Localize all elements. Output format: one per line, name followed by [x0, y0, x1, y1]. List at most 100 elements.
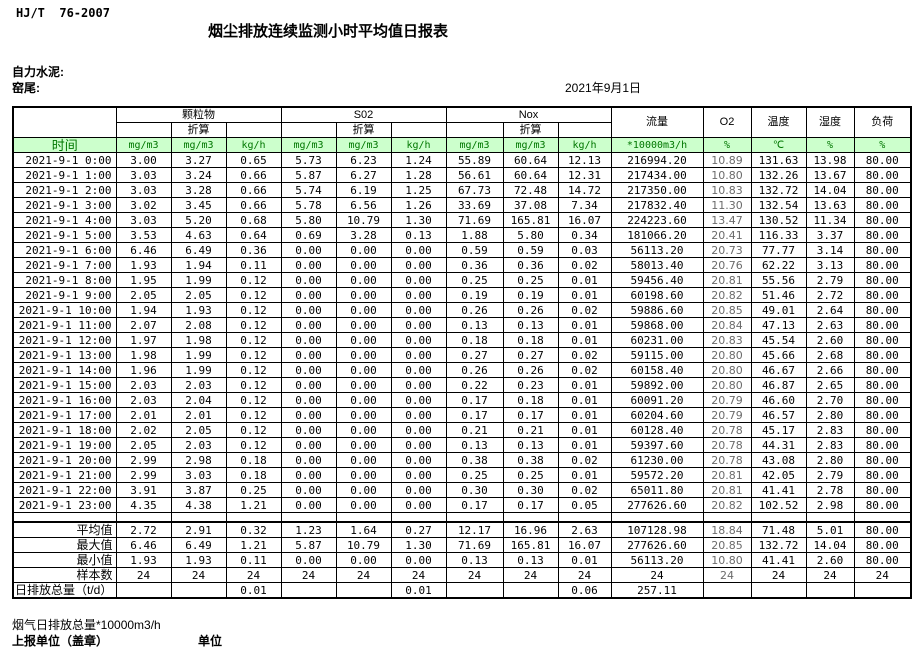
cell-value: 45.66: [750, 347, 807, 363]
header-unit: mg/m3: [445, 137, 504, 153]
summary-label: 最小值: [12, 552, 117, 568]
cell-value: 0.13: [502, 552, 559, 568]
header-unit: mg/m3: [170, 137, 227, 153]
cell-value: 20.78: [702, 422, 752, 438]
cell-value: 0.19: [445, 287, 504, 303]
cell-value: 2.72: [115, 521, 172, 538]
cell-value: 24: [170, 567, 227, 583]
cell-value: 165.81: [502, 537, 559, 553]
summary-label: 平均值: [12, 521, 117, 538]
cell-value: 0.12: [225, 422, 282, 438]
table-row: 2021-9-1 0:00 3.00 3.27 0.65 5.73 6.23 1.24 55.…: [12, 152, 912, 168]
cell-value: 80.00: [853, 347, 912, 363]
cell-value: 0.17: [502, 497, 559, 513]
cell-value: 1.26: [390, 197, 447, 213]
cell-value: 0.18: [225, 452, 282, 468]
cell-value: [750, 582, 807, 599]
cell-value: 0.00: [280, 272, 337, 288]
cell-value: 0.69: [280, 227, 337, 243]
cell-value: 1.96: [115, 362, 172, 378]
cell-value: 0.00: [335, 497, 392, 513]
cell-time: 2021-9-1 6:00: [12, 242, 117, 258]
cell-value: 13.98: [805, 152, 855, 168]
summary-row: 最小值 1.93 1.93 0.11 0.00 0.00 0.00 0.13 0.13 0.01 5…: [12, 552, 912, 568]
table-row: 2021-9-1 13:00 1.98 1.99 0.12 0.00 0.00 0.00 0.…: [12, 347, 912, 363]
cell-value: 60198.60: [610, 287, 704, 303]
cell-value: 3.03: [115, 167, 172, 183]
cell-value: 0.23: [502, 377, 559, 393]
cell-value: 80.00: [853, 242, 912, 258]
cell-value: 0.00: [280, 302, 337, 318]
cell-value: 0.00: [390, 482, 447, 498]
cell-value: 0.22: [445, 377, 504, 393]
cell-value: 10.89: [702, 152, 752, 168]
cell-value: 20.80: [702, 377, 752, 393]
cell-value: 0.25: [445, 272, 504, 288]
cell-value: 0.12: [225, 347, 282, 363]
cell-value: 0.00: [390, 552, 447, 568]
cell-value: 16.07: [557, 537, 612, 553]
cell-value: 0.18: [445, 332, 504, 348]
cell-value: 20.80: [702, 362, 752, 378]
cell-value: 0.02: [557, 452, 612, 468]
cell-value: 0.02: [557, 302, 612, 318]
cell-value: 20.81: [702, 467, 752, 483]
cell-value: 60091.20: [610, 392, 704, 408]
table-row: 2021-9-1 3:00 3.02 3.45 0.66 5.78 6.56 1.26 33.…: [12, 197, 912, 213]
table-row: 2021-9-1 19:00 2.05 2.03 0.12 0.00 0.00 0.00 0.…: [12, 437, 912, 453]
cell-value: 2.99: [115, 452, 172, 468]
cell-value: 24: [610, 567, 704, 583]
cell-value: 1.95: [115, 272, 172, 288]
cell-value: 0.36: [502, 257, 559, 273]
cell-value: 6.49: [170, 537, 227, 553]
cell-value: 0.03: [557, 242, 612, 258]
cell-value: 10.83: [702, 182, 752, 198]
cell-value: 0.26: [445, 362, 504, 378]
cell-value: 3.91: [115, 482, 172, 498]
cell-value: 3.28: [170, 182, 227, 198]
cell-value: [805, 582, 855, 599]
cell-value: 1.93: [115, 257, 172, 273]
cell-value: 0.25: [445, 467, 504, 483]
cell-value: 1.21: [225, 497, 282, 513]
cell-value: 1.64: [335, 521, 392, 538]
cell-value: 20.79: [702, 392, 752, 408]
cell-time: 2021-9-1 23:00: [12, 497, 117, 513]
cell-value: 44.31: [750, 437, 807, 453]
cell-value: 0.00: [390, 242, 447, 258]
cell-value: 0.02: [557, 347, 612, 363]
cell-value: 80.00: [853, 302, 912, 318]
table-row: 2021-9-1 15:00 2.03 2.03 0.12 0.00 0.00 0.00 0.…: [12, 377, 912, 393]
cell-value: 0.13: [390, 227, 447, 243]
cell-value: 0.13: [445, 317, 504, 333]
cell-value: 131.63: [750, 152, 807, 168]
table-row: 2021-9-1 11:00 2.07 2.08 0.12 0.00 0.00 0.00 0.…: [12, 317, 912, 333]
cell-value: 0.02: [557, 362, 612, 378]
cell-value: 6.46: [115, 242, 172, 258]
cell-value: 0.26: [502, 362, 559, 378]
cell-value: 0.12: [225, 437, 282, 453]
cell-value: 6.46: [115, 537, 172, 553]
cell-value: 12.31: [557, 167, 612, 183]
cell-value: 42.05: [750, 467, 807, 483]
cell-value: 24: [225, 567, 282, 583]
cell-value: 0.13: [502, 437, 559, 453]
header-unit: kg/h: [225, 137, 282, 153]
cell-value: 0.01: [557, 422, 612, 438]
table-row: 2021-9-1 20:00 2.99 2.98 0.18 0.00 0.00 0.00 0.…: [12, 452, 912, 468]
cell-value: 3.53: [115, 227, 172, 243]
cell-value: 24: [750, 567, 807, 583]
cell-value: 0.64: [225, 227, 282, 243]
cell-value: 0.00: [390, 392, 447, 408]
header-group-pm: 颗粒物: [115, 106, 282, 123]
cell-value: 0.01: [557, 287, 612, 303]
cell-value: 1.93: [170, 552, 227, 568]
cell-value: 1.99: [170, 347, 227, 363]
cell-value: 257.11: [610, 582, 704, 599]
header-unit: %: [805, 137, 855, 153]
cell-value: 33.69: [445, 197, 504, 213]
cell-value: 0.00: [335, 242, 392, 258]
cell-time: 2021-9-1 22:00: [12, 482, 117, 498]
cell-value: 165.81: [502, 212, 559, 228]
cell-value: 2.99: [115, 467, 172, 483]
